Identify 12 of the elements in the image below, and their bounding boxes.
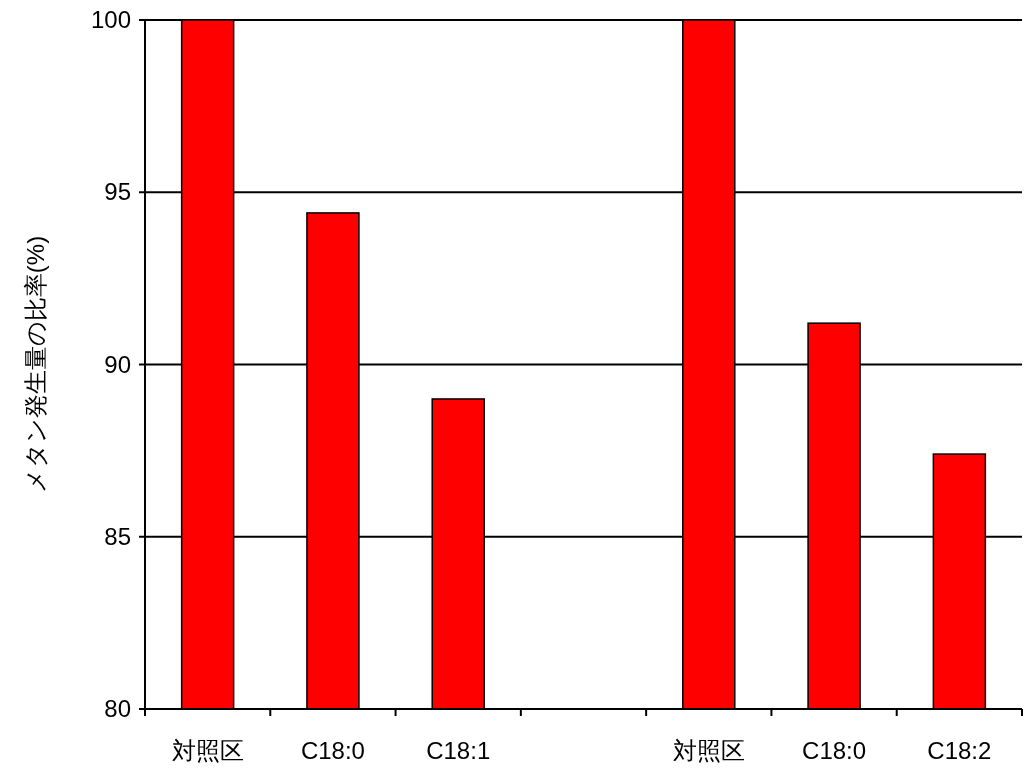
x-tick-label: 対照区 — [672, 737, 745, 764]
x-tick-label: 対照区 — [171, 737, 244, 764]
x-tick-label: C18:1 — [426, 737, 491, 764]
x-tick-label: C18:2 — [927, 737, 992, 764]
y-tick-label: 100 — [90, 6, 131, 33]
x-tick-label: C18:0 — [300, 737, 365, 764]
y-tick-label: 85 — [104, 522, 131, 550]
y-tick-label: 80 — [104, 695, 131, 722]
y-tick-label: 95 — [104, 178, 131, 206]
x-tick-label: C18:0 — [802, 737, 867, 764]
y-tick-label: 90 — [104, 350, 131, 378]
y-axis-title: メタン発生量の比率(%) — [22, 235, 49, 494]
